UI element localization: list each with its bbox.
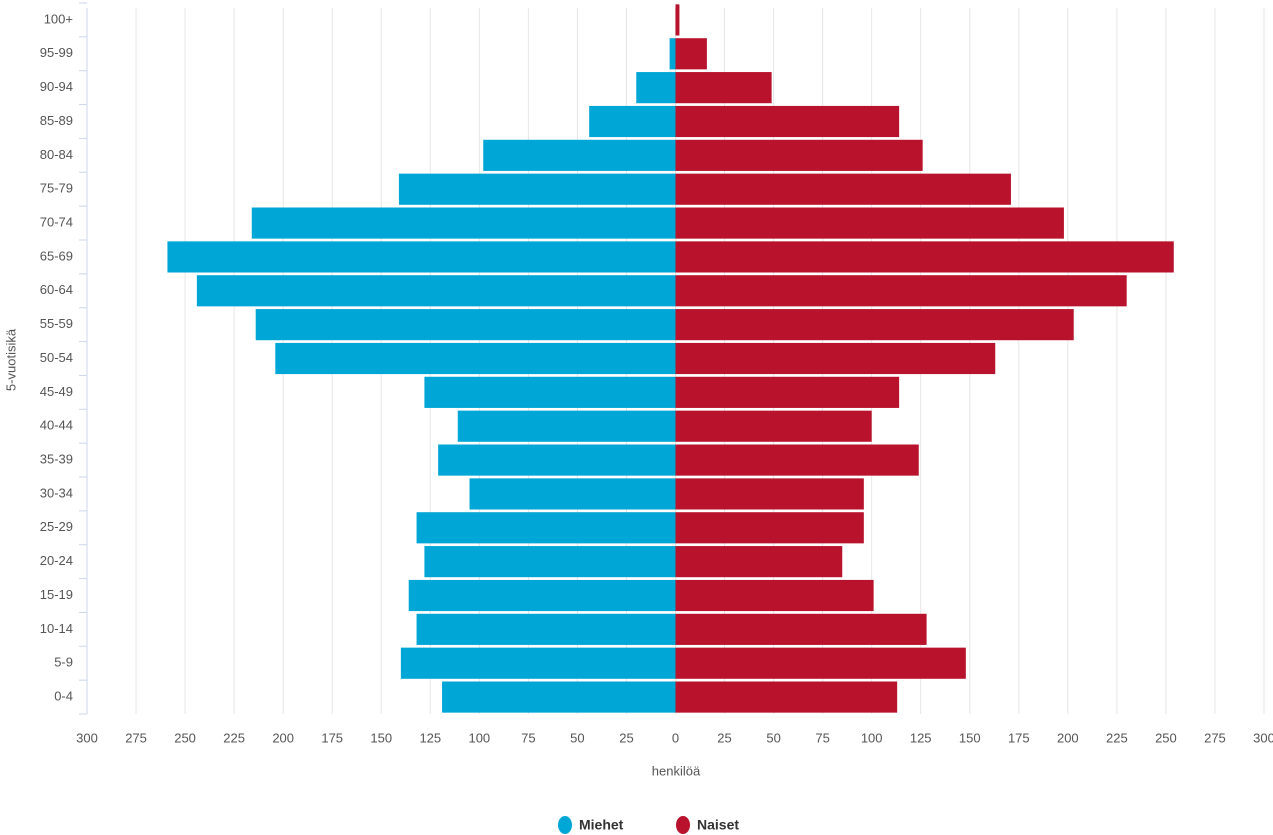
x-tick-label: 75 — [815, 730, 829, 745]
x-tick-label: 75 — [521, 730, 535, 745]
y-tick-label: 85-89 — [40, 113, 73, 128]
bar — [675, 613, 927, 645]
y-tick-label: 25-29 — [40, 519, 73, 534]
y-tick-label: 90-94 — [40, 79, 73, 94]
bar — [675, 38, 707, 70]
y-tick-label: 20-24 — [40, 553, 73, 568]
x-tick-label: 200 — [1057, 730, 1079, 745]
legend-marker — [676, 816, 690, 834]
bar — [275, 342, 676, 375]
x-tick-label: 25 — [619, 730, 633, 745]
x-tick-label: 300 — [76, 730, 98, 745]
y-tick-label: 15-19 — [40, 587, 73, 602]
x-tick-label: 25 — [717, 730, 731, 745]
bar — [675, 105, 900, 138]
bar — [636, 72, 676, 104]
y-tick-label: 95-99 — [40, 45, 73, 60]
y-tick-label: 70-74 — [40, 215, 73, 230]
x-axis-title: henkilöä — [652, 763, 701, 778]
bar — [424, 376, 676, 408]
x-tick-label: 0 — [672, 730, 679, 745]
bar — [196, 275, 676, 307]
x-tick-label: 300 — [1253, 730, 1273, 745]
bar — [675, 207, 1064, 239]
x-tick-label: 200 — [272, 730, 294, 745]
y-tick-label: 35-39 — [40, 452, 73, 467]
legend-label: Miehet — [579, 817, 624, 833]
bar — [675, 546, 843, 578]
bar — [675, 309, 1074, 341]
x-tick-label: 150 — [959, 730, 981, 745]
bar — [442, 681, 676, 713]
bar — [255, 309, 676, 341]
bar — [408, 579, 676, 612]
bar — [675, 342, 996, 375]
y-tick-label: 50-54 — [40, 350, 73, 365]
x-tick-label: 125 — [419, 730, 441, 745]
y-tick-label: 5-9 — [54, 655, 73, 670]
x-tick-label: 100 — [468, 730, 490, 745]
bar — [675, 275, 1127, 307]
x-tick-label: 175 — [1008, 730, 1030, 745]
bar — [416, 613, 676, 645]
x-tick-label: 225 — [1106, 730, 1128, 745]
legend-label: Naiset — [697, 817, 739, 833]
y-tick-label: 100+ — [44, 11, 73, 26]
bar — [675, 4, 680, 36]
x-tick-label: 125 — [910, 730, 932, 745]
bar — [675, 647, 966, 679]
y-tick-label: 65-69 — [40, 248, 73, 263]
bar — [469, 478, 676, 510]
x-tick-label: 275 — [1204, 730, 1226, 745]
bar — [675, 512, 864, 544]
legend-marker — [558, 816, 572, 834]
bar — [416, 512, 676, 544]
x-tick-label: 50 — [766, 730, 780, 745]
bar — [675, 72, 772, 104]
y-axis-title: 5-vuotisikä — [3, 328, 18, 391]
bar — [675, 681, 898, 713]
x-tick-label: 250 — [1155, 730, 1177, 745]
y-tick-label: 45-49 — [40, 384, 73, 399]
bar — [675, 173, 1011, 205]
bar — [167, 241, 676, 273]
bar — [424, 546, 676, 578]
x-tick-label: 225 — [223, 730, 245, 745]
y-tick-label: 30-34 — [40, 485, 73, 500]
bar — [675, 241, 1174, 273]
x-tick-label: 150 — [370, 730, 392, 745]
x-tick-label: 275 — [125, 730, 147, 745]
bar — [589, 105, 676, 138]
y-tick-label: 55-59 — [40, 316, 73, 331]
y-tick-label: 60-64 — [40, 282, 73, 297]
y-tick-label: 0-4 — [54, 689, 73, 704]
bar — [675, 579, 874, 612]
bar — [675, 444, 919, 476]
bar — [251, 207, 676, 239]
bar — [400, 647, 676, 679]
y-tick-label: 10-14 — [40, 621, 73, 636]
y-tick-label: 80-84 — [40, 147, 73, 162]
bar — [675, 410, 872, 442]
x-tick-label: 100 — [861, 730, 883, 745]
bar — [438, 444, 676, 476]
x-tick-label: 250 — [174, 730, 196, 745]
bar — [675, 376, 900, 408]
y-tick-label: 75-79 — [40, 181, 73, 196]
x-tick-label: 175 — [321, 730, 343, 745]
bar — [669, 38, 676, 70]
bar — [398, 173, 676, 205]
bar — [675, 139, 923, 171]
bar — [675, 478, 864, 510]
bar — [457, 410, 676, 442]
y-tick-label: 40-44 — [40, 418, 73, 433]
bar — [483, 139, 676, 171]
x-tick-label: 50 — [570, 730, 584, 745]
